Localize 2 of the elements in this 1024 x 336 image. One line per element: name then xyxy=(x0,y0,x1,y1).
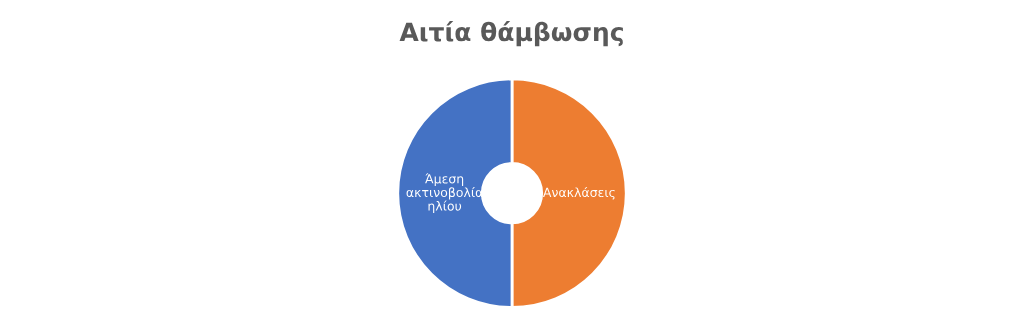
chart-title: Αιτία θάμβωσης xyxy=(399,20,623,47)
slice-label: Ανακλάσεις xyxy=(542,186,615,200)
